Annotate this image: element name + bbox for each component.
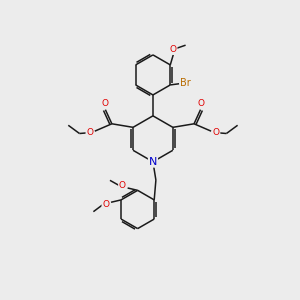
Text: O: O [119, 181, 126, 190]
Text: O: O [102, 99, 109, 108]
Text: O: O [213, 128, 220, 137]
Text: O: O [197, 99, 204, 108]
Text: Br: Br [180, 78, 191, 88]
Text: O: O [86, 128, 93, 137]
Text: N: N [149, 157, 157, 167]
Text: O: O [170, 45, 177, 54]
Text: O: O [102, 200, 109, 209]
